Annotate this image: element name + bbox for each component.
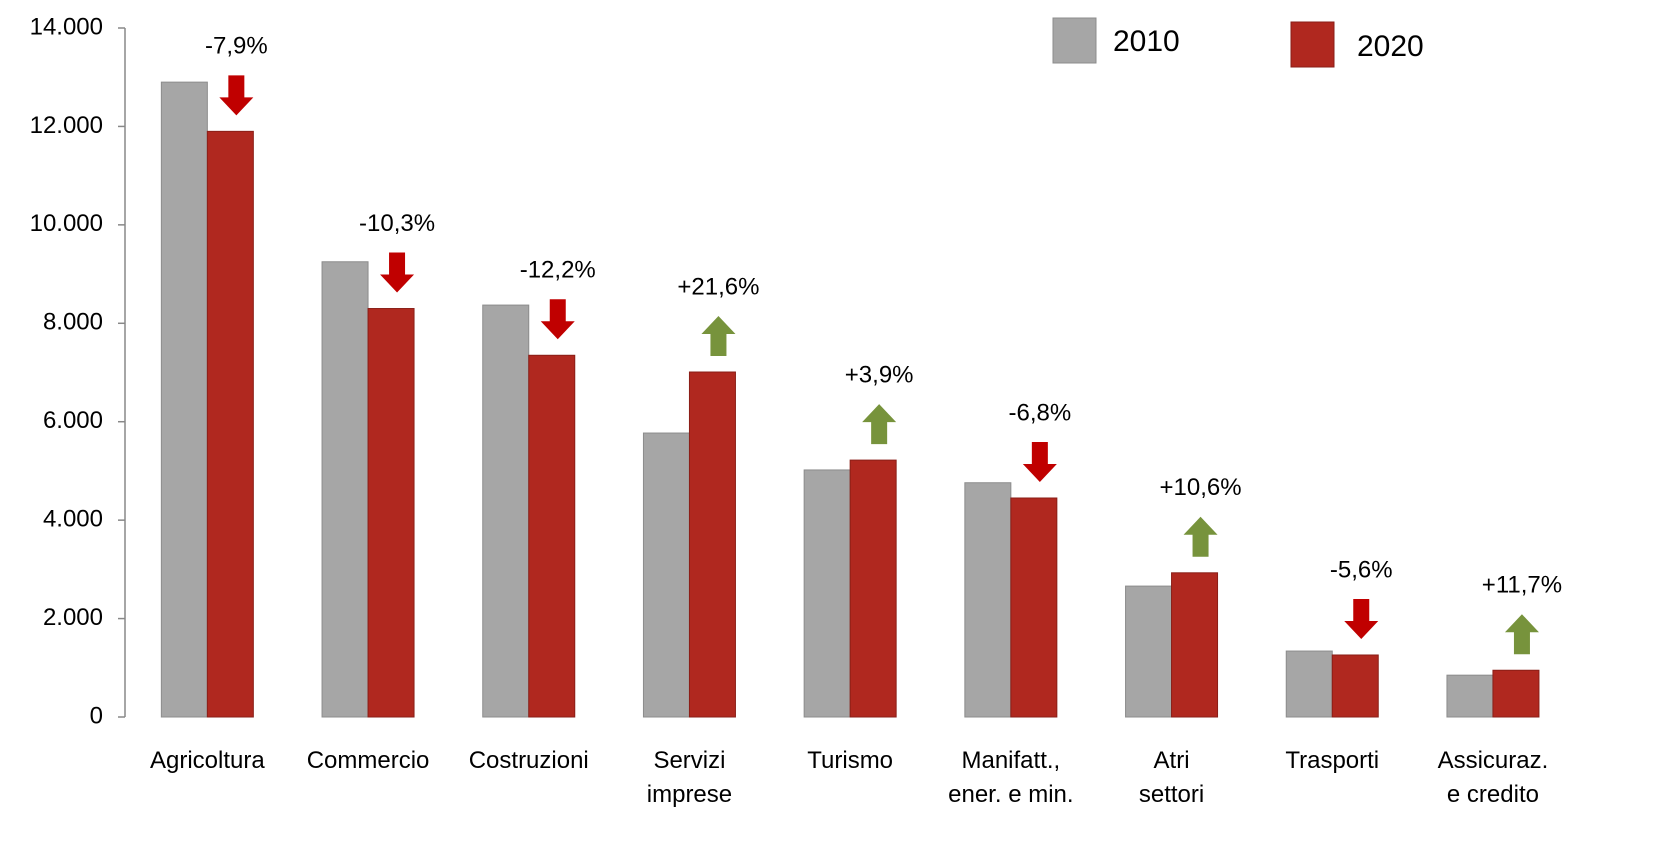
legend-label: 2020 (1357, 30, 1424, 63)
y-tick-label: 0 (90, 702, 103, 729)
change-arrow (540, 299, 575, 340)
bar (482, 304, 530, 718)
bar (1331, 654, 1379, 718)
change-arrow (701, 316, 736, 357)
bar (1010, 497, 1058, 718)
change-label: -7,9% (205, 33, 268, 60)
bar (642, 432, 690, 718)
x-tick-label: Manifatt., ener. e min. (948, 747, 1073, 808)
y-tick-label: 4.000 (43, 505, 103, 532)
x-tick-label: Agricoltura (150, 747, 265, 774)
x-tick-line: Manifatt., (961, 747, 1060, 774)
bar (528, 354, 576, 718)
change-arrow (1344, 598, 1379, 639)
y-tick-label: 12.000 (30, 112, 103, 139)
bar (1285, 650, 1333, 718)
change-label: -10,3% (359, 210, 435, 237)
change-arrow (862, 404, 897, 445)
y-tick-label: 8.000 (43, 309, 103, 336)
x-tick-line: Assicuraz. (1438, 747, 1549, 774)
x-tick-line: Atri (1154, 747, 1190, 774)
y-tick-label: 2.000 (43, 604, 103, 631)
x-tick-label: Assicuraz. e credito (1438, 747, 1549, 808)
change-arrow (1504, 614, 1539, 655)
x-tick-line: Servizi (653, 747, 725, 774)
x-tick-label: Costruzioni (469, 747, 589, 774)
bar (206, 130, 254, 718)
change-label: +10,6% (1160, 474, 1242, 501)
y-tick-label: 14.000 (30, 13, 103, 40)
x-tick-label: Turismo (807, 747, 893, 774)
bar (803, 469, 851, 718)
y-tick-label: 10.000 (30, 210, 103, 237)
x-tick-label: Atri settori (1139, 747, 1204, 808)
bar (367, 308, 415, 718)
x-tick-line: e credito (1447, 781, 1539, 808)
x-tick-line: Turismo (807, 747, 893, 774)
x-tick-line: imprese (647, 781, 732, 808)
change-label: +3,9% (845, 361, 914, 388)
bar (849, 459, 897, 718)
x-tick-line: Commercio (307, 747, 430, 774)
change-arrow (1183, 516, 1218, 557)
change-arrow (380, 252, 415, 293)
x-tick-line: Costruzioni (469, 747, 589, 774)
x-tick-line: settori (1139, 781, 1204, 808)
change-arrow (219, 75, 254, 116)
change-label: +11,7% (1482, 572, 1562, 599)
bar (688, 371, 736, 718)
x-tick-label: Trasporti (1285, 747, 1379, 774)
bar (1125, 585, 1173, 718)
change-arrow (1022, 441, 1057, 482)
bar (1171, 572, 1219, 718)
x-tick-label: Commercio (307, 747, 430, 774)
x-tick-line: Trasporti (1285, 747, 1379, 774)
legend-label: 2010 (1113, 25, 1180, 58)
bar (160, 81, 208, 718)
change-label: -12,2% (520, 257, 596, 284)
x-tick-label: Servizi imprese (647, 747, 732, 808)
change-label: -5,6% (1330, 556, 1393, 583)
bar (1446, 674, 1494, 718)
y-tick-label: 6.000 (43, 407, 103, 434)
change-label: +21,6% (677, 273, 759, 300)
bar (321, 261, 369, 718)
legend-swatch (1052, 17, 1097, 64)
change-label: -6,8% (1008, 399, 1071, 426)
bar (964, 482, 1012, 718)
x-tick-line: Agricoltura (150, 747, 265, 774)
legend-swatch (1290, 21, 1335, 68)
x-tick-line: ener. e min. (948, 781, 1073, 808)
bar (1492, 669, 1540, 718)
